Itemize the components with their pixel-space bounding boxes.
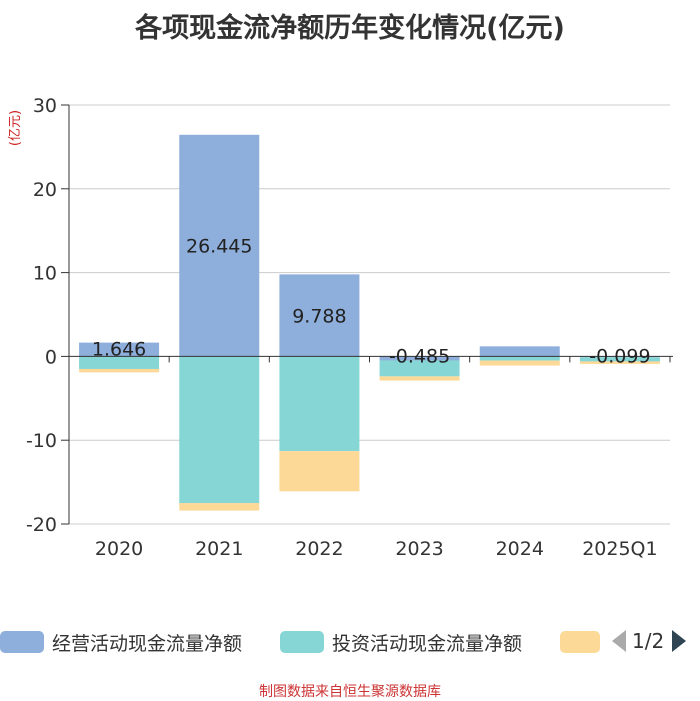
y-tick-label: 30 bbox=[33, 95, 57, 117]
data-label-operating-2025Q1: -0.099 bbox=[589, 345, 650, 367]
y-tick-label: 0 bbox=[45, 346, 57, 368]
bar-investing-2020 bbox=[79, 356, 160, 369]
bar-investing-2023 bbox=[379, 360, 460, 377]
legend-page-indicator: 1/2 bbox=[632, 629, 665, 653]
data-source-note: 制图数据来自恒生聚源数据库 bbox=[259, 684, 441, 700]
legend-item-investing[interactable]: 投资活动现金流量净额 bbox=[280, 628, 522, 656]
data-label-operating-2022: 9.788 bbox=[292, 305, 346, 327]
x-tick-label: 2025Q1 bbox=[582, 538, 657, 560]
data-label-operating-2020: 1.646 bbox=[92, 338, 146, 360]
x-tick-label: 2024 bbox=[496, 538, 544, 560]
y-axis-label: (亿元) bbox=[8, 110, 23, 146]
legend-prev-page-icon[interactable] bbox=[612, 630, 626, 652]
bar-operating-2023 bbox=[379, 356, 460, 361]
bar-operating-2020 bbox=[79, 342, 160, 357]
legend-next-page-icon[interactable] bbox=[672, 630, 687, 652]
legend-swatch-investing bbox=[280, 631, 324, 653]
legend-swatch-operating bbox=[0, 631, 44, 653]
bar-operating-2021 bbox=[179, 134, 260, 357]
legend: 经营活动现金流量净额 投资活动现金流量净额 bbox=[0, 628, 700, 658]
legend-item-operating[interactable]: 经营活动现金流量净额 bbox=[0, 628, 242, 656]
y-tick-label: 20 bbox=[33, 179, 57, 201]
bar-operating-2024 bbox=[479, 346, 560, 357]
y-tick-label: 10 bbox=[33, 263, 57, 285]
x-tick-label: 2021 bbox=[195, 538, 243, 560]
x-tick-label: 2020 bbox=[95, 538, 143, 560]
bar-financing-2023 bbox=[379, 376, 460, 381]
legend-label-operating: 经营活动现金流量净额 bbox=[52, 632, 243, 655]
y-tick-label: -10 bbox=[26, 430, 57, 452]
bar-investing-2025Q1 bbox=[579, 357, 660, 362]
bar-financing-2022 bbox=[279, 451, 360, 492]
bar-investing-2021 bbox=[179, 356, 260, 504]
bar-financing-2024 bbox=[479, 360, 560, 366]
bar-financing-2020 bbox=[79, 368, 160, 373]
legend-swatch-financing bbox=[560, 631, 600, 653]
bar-financing-2025Q1 bbox=[579, 361, 660, 364]
legend-item-financing[interactable] bbox=[560, 628, 600, 656]
y-tick-label: -20 bbox=[26, 514, 57, 536]
chart-plot: 30 20 10 0 -10 -20 (亿元) 2020 2021 2022 2023 2024 202… bbox=[8, 95, 673, 560]
legend-label-investing: 投资活动现金流量净额 bbox=[332, 632, 523, 655]
legend-pager: 1/2 bbox=[612, 626, 687, 656]
x-tick-label: 2022 bbox=[295, 538, 343, 560]
x-tick-label: 2023 bbox=[395, 538, 443, 560]
data-label-operating-2023: -0.485 bbox=[389, 345, 450, 367]
bar-operating-2022 bbox=[279, 274, 360, 357]
data-label-operating-2021: 26.445 bbox=[186, 236, 252, 258]
bar-financing-2021 bbox=[179, 503, 260, 511]
bar-investing-2024 bbox=[479, 356, 560, 361]
chart-title: 各项现金流净额历年变化情况(亿元) bbox=[135, 13, 565, 44]
bar-investing-2022 bbox=[279, 356, 360, 452]
